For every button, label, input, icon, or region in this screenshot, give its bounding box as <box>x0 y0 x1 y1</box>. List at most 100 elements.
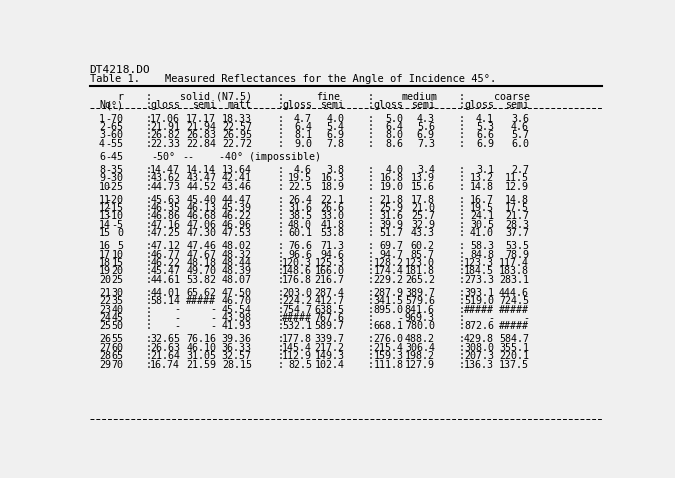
Text: 137.5: 137.5 <box>499 359 529 369</box>
Text: 45.47: 45.47 <box>150 266 180 276</box>
Text: 22.1: 22.1 <box>321 195 344 205</box>
Text: :: : <box>145 343 151 353</box>
Text: gloss: gloss <box>150 100 180 110</box>
Text: 43.47: 43.47 <box>186 173 216 183</box>
Text: 11.5: 11.5 <box>505 173 529 183</box>
Text: 184.5: 184.5 <box>464 266 494 276</box>
Text: 306.4: 306.4 <box>405 343 435 353</box>
Text: 25.7: 25.7 <box>411 211 435 221</box>
Text: r: r <box>117 92 124 102</box>
Text: No.: No. <box>99 100 117 110</box>
Text: 21.64: 21.64 <box>150 351 180 361</box>
Text: :: : <box>459 92 465 102</box>
Text: (°): (°) <box>105 100 124 110</box>
Text: :: : <box>145 321 151 331</box>
Text: 44.47: 44.47 <box>222 195 252 205</box>
Text: :: : <box>145 288 151 298</box>
Text: :: : <box>459 211 465 221</box>
Text: 754.7: 754.7 <box>282 304 312 315</box>
Text: 78.9: 78.9 <box>505 250 529 260</box>
Text: :: : <box>459 139 465 149</box>
Text: -: - <box>174 304 180 315</box>
Text: :: : <box>368 351 374 361</box>
Text: #####: ##### <box>464 304 494 315</box>
Text: 82.5: 82.5 <box>288 359 312 369</box>
Text: 47.30: 47.30 <box>186 228 216 238</box>
Text: :: : <box>145 165 151 175</box>
Text: 9.0: 9.0 <box>294 139 312 149</box>
Text: :: : <box>459 100 465 110</box>
Text: 21.94: 21.94 <box>186 122 216 132</box>
Text: :: : <box>145 335 151 344</box>
Text: :: : <box>459 313 465 323</box>
Text: 16.74: 16.74 <box>150 359 180 369</box>
Text: 16.7: 16.7 <box>470 195 494 205</box>
Text: :: : <box>145 359 151 369</box>
Text: :: : <box>368 296 374 306</box>
Text: :: : <box>277 100 284 110</box>
Text: 24.1: 24.1 <box>470 211 494 221</box>
Text: 46.13: 46.13 <box>186 203 216 213</box>
Text: :: : <box>459 165 465 175</box>
Text: Table 1.    Measured Reflectances for the Angle of Incidence 45°.: Table 1. Measured Reflectances for the A… <box>90 74 496 84</box>
Text: 6.4: 6.4 <box>294 122 312 132</box>
Text: :: : <box>368 275 374 285</box>
Text: 28.3: 28.3 <box>505 220 529 230</box>
Text: 47.12: 47.12 <box>150 241 180 251</box>
Text: 65.62: 65.62 <box>186 288 216 298</box>
Text: :: : <box>277 203 284 213</box>
Text: 21.7: 21.7 <box>505 211 529 221</box>
Text: :: : <box>459 228 465 238</box>
Text: 18: 18 <box>99 258 111 268</box>
Text: 30.5: 30.5 <box>470 220 494 230</box>
Text: :: : <box>459 359 465 369</box>
Text: 10: 10 <box>99 182 111 192</box>
Text: 22.57: 22.57 <box>222 122 252 132</box>
Text: -: - <box>210 304 216 315</box>
Text: 39.36: 39.36 <box>222 335 252 344</box>
Text: #####: ##### <box>499 321 529 331</box>
Text: 123.0: 123.0 <box>405 258 435 268</box>
Text: 220.1: 220.1 <box>499 351 529 361</box>
Text: -20: -20 <box>105 195 124 205</box>
Text: 50: 50 <box>111 321 124 331</box>
Text: -10: -10 <box>105 211 124 221</box>
Text: 10: 10 <box>111 250 124 260</box>
Text: 7.3: 7.3 <box>417 139 435 149</box>
Text: :: : <box>277 130 284 141</box>
Text: :: : <box>368 100 374 110</box>
Text: 32.57: 32.57 <box>222 351 252 361</box>
Text: 31.6: 31.6 <box>379 211 404 221</box>
Text: 579.6: 579.6 <box>405 296 435 306</box>
Text: :: : <box>145 139 151 149</box>
Text: 25.9: 25.9 <box>379 203 404 213</box>
Text: 22: 22 <box>99 296 111 306</box>
Text: :: : <box>277 351 284 361</box>
Text: #####: ##### <box>186 296 216 306</box>
Text: 6.9: 6.9 <box>476 139 494 149</box>
Text: :: : <box>277 258 284 268</box>
Text: :: : <box>145 92 151 102</box>
Text: 43.62: 43.62 <box>150 173 180 183</box>
Text: 43.3: 43.3 <box>411 228 435 238</box>
Text: :: : <box>277 359 284 369</box>
Text: 287.9: 287.9 <box>373 288 404 298</box>
Text: 22.84: 22.84 <box>186 139 216 149</box>
Text: 26.83: 26.83 <box>186 130 216 141</box>
Text: coarse: coarse <box>493 92 529 102</box>
Text: -35: -35 <box>105 165 124 175</box>
Text: 393.1: 393.1 <box>464 288 494 298</box>
Text: 38.5: 38.5 <box>288 211 312 221</box>
Text: :: : <box>277 266 284 276</box>
Text: 283.1: 283.1 <box>499 275 529 285</box>
Text: 33.0: 33.0 <box>321 211 344 221</box>
Text: 76.16: 76.16 <box>186 335 216 344</box>
Text: 5.4: 5.4 <box>327 122 344 132</box>
Text: 8.0: 8.0 <box>385 130 404 141</box>
Text: 111.8: 111.8 <box>373 359 404 369</box>
Text: :: : <box>368 130 374 141</box>
Text: 5.7: 5.7 <box>511 130 529 141</box>
Text: 44.01: 44.01 <box>150 288 180 298</box>
Text: 120.3: 120.3 <box>282 258 312 268</box>
Text: :: : <box>277 220 284 230</box>
